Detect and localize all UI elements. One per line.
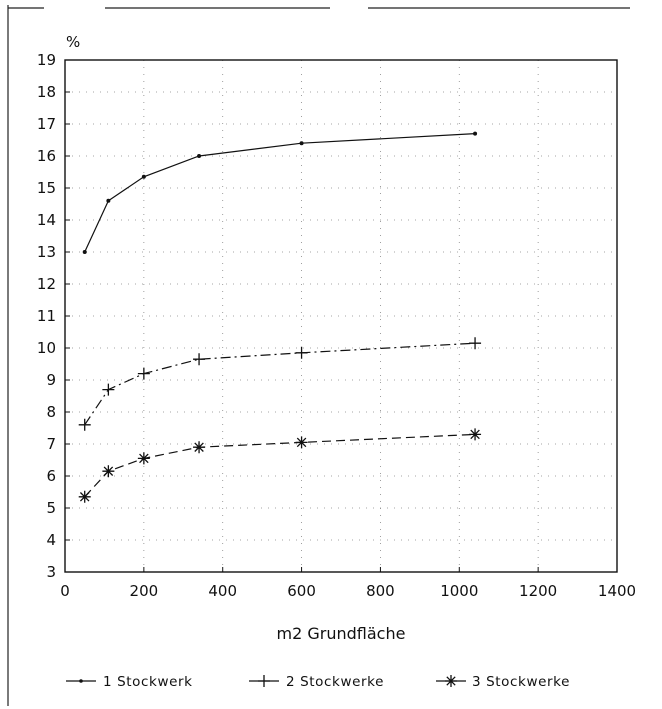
grid	[65, 60, 617, 572]
legend: 1 Stockwerk 2 Stockwerke 3 Stockwerke	[66, 674, 570, 690]
series-line	[84, 342, 476, 426]
data-point-asterisk	[193, 441, 206, 454]
x-tick-label: 400	[208, 582, 237, 600]
data-point-dot	[82, 250, 87, 254]
x-axis-title: m2 Grundfläche	[277, 624, 406, 643]
data-point-dot	[299, 141, 304, 146]
x-tick-label: 1200	[519, 582, 557, 600]
data-point-asterisk	[78, 490, 91, 503]
y-tick-label: 3	[46, 563, 56, 581]
data-point-plus	[102, 383, 115, 396]
legend-label-1: 1 Stockwerk	[103, 674, 193, 690]
x-tick-label: 0	[60, 582, 70, 600]
y-tick-label: 6	[46, 467, 56, 485]
series-line	[84, 133, 476, 253]
data-point-dot	[197, 154, 202, 158]
data-point-asterisk	[295, 436, 308, 449]
data-point-dot	[106, 198, 111, 203]
x-axis-tick-labels: 0 200 400 600 800 1000 1200 1400	[60, 582, 636, 600]
y-tick-label: 11	[37, 307, 56, 325]
y-tick-label: 12	[37, 275, 56, 293]
y-unit-label: %	[66, 33, 80, 51]
legend-label-2: 2 Stockwerke	[286, 674, 384, 690]
legend-marker-dot	[79, 679, 83, 683]
legend-marker-asterisk	[445, 675, 457, 687]
x-tick-label: 1000	[440, 582, 478, 600]
legend-item-3: 3 Stockwerke	[436, 674, 570, 690]
y-tick-label: 10	[37, 339, 56, 357]
x-tick-label: 800	[366, 582, 395, 600]
axis-ticks	[64, 59, 618, 573]
legend-marker-plus	[258, 675, 270, 687]
y-axis-tick-labels: 3 4 5 6 7 8 9 10 11 12 13 14 15 16 17 18 19	[37, 51, 56, 581]
y-tick-label: 4	[46, 531, 56, 549]
series-line	[84, 433, 476, 498]
y-tick-label: 13	[37, 243, 56, 261]
y-tick-label: 9	[46, 371, 56, 389]
series-2	[78, 337, 482, 431]
y-tick-label: 18	[37, 83, 56, 101]
data-point-asterisk	[102, 465, 115, 478]
data-point-dot	[141, 174, 146, 179]
legend-item-1: 1 Stockwerk	[66, 674, 193, 690]
data-series	[78, 131, 482, 503]
y-tick-label: 14	[37, 211, 56, 229]
series-3	[78, 428, 482, 503]
data-point-dot	[473, 131, 478, 136]
y-tick-label: 5	[46, 499, 56, 517]
data-point-plus	[193, 353, 206, 366]
data-point-asterisk	[469, 428, 482, 441]
data-point-asterisk	[137, 452, 150, 465]
y-tick-label: 16	[37, 147, 56, 165]
data-point-plus	[469, 337, 482, 350]
data-point-plus	[295, 346, 308, 359]
y-tick-label: 19	[37, 51, 56, 69]
y-tick-label: 8	[46, 403, 56, 421]
legend-item-2: 2 Stockwerke	[249, 674, 384, 690]
x-tick-label: 200	[130, 582, 159, 600]
legend-label-3: 3 Stockwerke	[472, 674, 570, 690]
series-1	[82, 131, 478, 254]
data-point-plus	[78, 418, 91, 431]
y-tick-label: 17	[37, 115, 56, 133]
x-tick-label: 1400	[598, 582, 636, 600]
y-tick-label: 15	[37, 179, 56, 197]
y-tick-label: 7	[46, 435, 56, 453]
data-point-plus	[137, 367, 150, 380]
x-tick-label: 600	[287, 582, 316, 600]
